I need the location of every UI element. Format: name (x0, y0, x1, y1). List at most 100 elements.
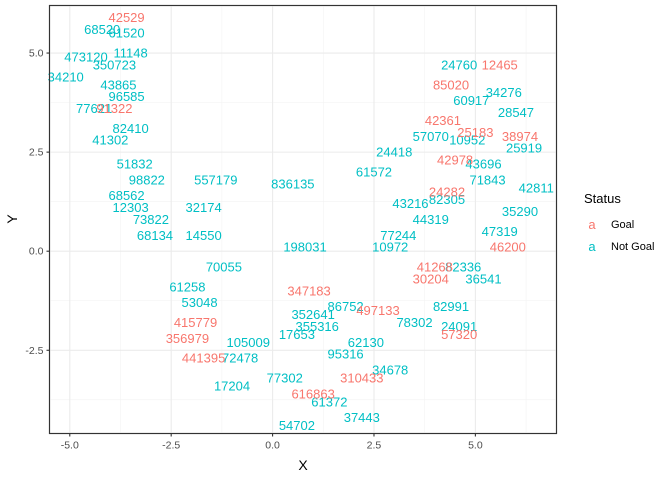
point-label: 77244 (380, 228, 416, 243)
x-tick-label: -2.5 (162, 440, 180, 452)
point-label: 86752 (328, 299, 364, 314)
point-label: 91322 (96, 101, 132, 116)
point-label: 347183 (287, 283, 330, 298)
point-label: 37443 (344, 410, 380, 425)
point-label: 61372 (311, 394, 347, 409)
legend-label-goal: Goal (611, 219, 634, 231)
point-label: 82991 (433, 299, 469, 314)
point-label: 71843 (469, 172, 505, 187)
point-label: 42978 (437, 153, 473, 168)
point-label: 350723 (93, 57, 136, 72)
point-label: 473120 (64, 50, 107, 65)
x-tick-label: 0.0 (265, 440, 280, 452)
point-label: 61572 (356, 164, 392, 179)
point-label: 34678 (372, 363, 408, 378)
legend-key-not-goal: a (588, 239, 596, 254)
point-label: 310433 (340, 371, 383, 386)
point-label: 70055 (206, 260, 242, 275)
point-label: 35290 (502, 204, 538, 219)
point-label: 28547 (498, 105, 534, 120)
point-label: 557179 (194, 172, 237, 187)
point-label: 42529 (108, 10, 144, 25)
point-label: 24282 (429, 184, 465, 199)
point-label: 24760 (441, 57, 477, 72)
point-label: 356979 (166, 331, 209, 346)
point-label: 24418 (376, 145, 412, 160)
point-label: 77621 (76, 101, 112, 116)
point-label: 44319 (413, 212, 449, 227)
point-label: 42361 (425, 113, 461, 128)
point-label: 32174 (186, 200, 222, 215)
point-label: 62130 (348, 335, 384, 350)
point-label: 352641 (291, 307, 334, 322)
point-label: 82336 (445, 260, 481, 275)
x-tick-label: 5.0 (468, 440, 483, 452)
point-label: 36541 (465, 271, 501, 286)
point-label: 836135 (271, 176, 314, 191)
point-label: 61520 (108, 26, 144, 41)
point-label: 41302 (92, 133, 128, 148)
x-tick-label: -5.0 (61, 440, 79, 452)
point-label: 72478 (222, 351, 258, 366)
point-label: 77302 (267, 371, 303, 386)
axes: -5.0 -2.5 0.0 2.5 5.0 -2.5 0.0 2.5 5.0 (25, 48, 482, 452)
point-label: 68134 (137, 228, 173, 243)
point-label: 57320 (441, 327, 477, 342)
point-label: 46200 (490, 240, 526, 255)
point-label: 415779 (174, 315, 217, 330)
point-label: 616863 (291, 386, 334, 401)
point-label: 96585 (108, 89, 144, 104)
point-label: 43865 (100, 77, 136, 92)
legend-label-not-goal: Not Goal (611, 241, 654, 253)
point-label: 441395 (182, 351, 225, 366)
point-label: 12303 (113, 200, 149, 215)
y-tick-label: 0.0 (29, 246, 44, 258)
point-label: 25183 (457, 125, 493, 140)
legend-entry-not-goal: a Not Goal (588, 239, 654, 254)
point-label: 41268 (417, 260, 453, 275)
point-label: 24091 (441, 319, 477, 334)
y-axis-title: Y (4, 214, 20, 224)
point-label: 38974 (502, 129, 538, 144)
point-label: 78302 (396, 315, 432, 330)
point-label: 47319 (482, 224, 518, 239)
point-label: 30204 (413, 271, 449, 286)
point-label: 11148 (114, 46, 148, 61)
point-label: 14550 (186, 228, 222, 243)
legend-key-goal: a (588, 217, 596, 232)
point-label: 57070 (413, 129, 449, 144)
x-axis-title: X (298, 457, 308, 473)
plot-border (48, 4, 558, 435)
plot-panel (48, 4, 558, 435)
point-label: 10952 (449, 133, 485, 148)
point-label: 497133 (356, 303, 399, 318)
point-label: 43216 (392, 196, 428, 211)
point-label: 42811 (519, 180, 554, 195)
point-label: 198031 (283, 240, 326, 255)
point-label: 51832 (117, 157, 153, 172)
legend-entry-goal: a Goal (588, 217, 634, 232)
y-tick-label: 5.0 (29, 48, 44, 60)
point-label: 82305 (429, 192, 465, 207)
point-label: 82410 (113, 121, 149, 136)
point-label: 17653 (279, 327, 315, 342)
y-tick-label: -2.5 (25, 345, 43, 357)
point-label: 54702 (279, 418, 315, 433)
y-tick-label: 2.5 (29, 147, 44, 159)
point-label: 105009 (227, 335, 270, 350)
point-label: 355316 (296, 319, 339, 334)
point-label: 12465 (482, 57, 518, 72)
grid (49, 5, 557, 434)
point-label: 85020 (433, 77, 469, 92)
point-label: 10972 (372, 240, 408, 255)
point-label: 98822 (129, 172, 165, 187)
x-tick-label: 2.5 (367, 440, 382, 452)
legend-title: Status (584, 191, 621, 206)
point-label: 61258 (169, 279, 205, 294)
point-label: 60917 (453, 93, 489, 108)
point-label: 25919 (506, 141, 542, 156)
point-label: 73822 (133, 212, 169, 227)
point-label: 17204 (214, 378, 250, 393)
point-label: 68562 (108, 188, 144, 203)
